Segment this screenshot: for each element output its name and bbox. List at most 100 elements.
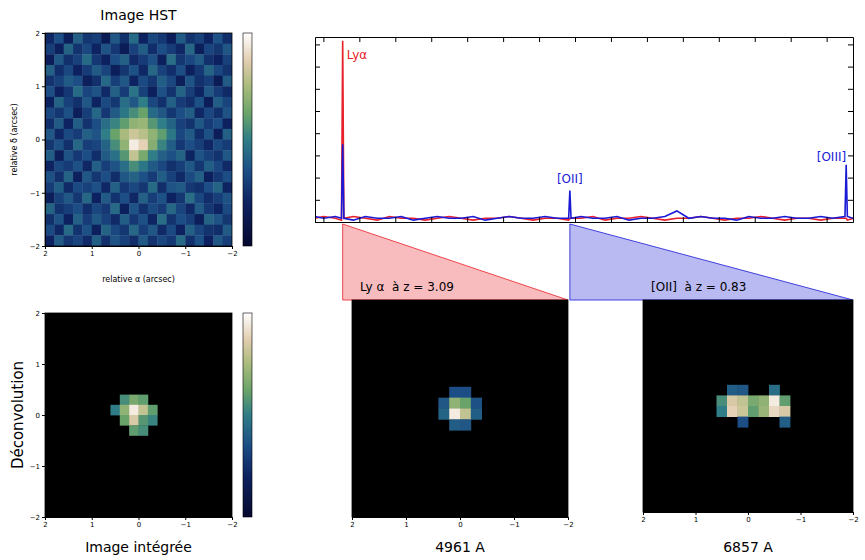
pixel <box>223 97 232 108</box>
zoom-wedge <box>343 224 568 300</box>
pixel <box>204 235 214 246</box>
y-axis-title: Déconvolution <box>9 361 27 469</box>
tick-mark <box>647 217 648 222</box>
pixel <box>73 140 83 151</box>
tick <box>755 217 756 222</box>
pixel <box>148 214 158 225</box>
pixel <box>717 395 728 406</box>
tick-label: 1 <box>90 521 94 529</box>
pixel <box>139 33 149 44</box>
tick-mark <box>323 37 324 42</box>
pixel <box>195 171 205 182</box>
pixel <box>185 203 195 214</box>
pixel <box>110 405 120 416</box>
pixel <box>185 44 195 55</box>
tick-mark <box>185 246 186 249</box>
pixel <box>120 171 130 182</box>
tick-mark <box>139 246 140 249</box>
x-axis-title: Image intégrée <box>85 539 192 555</box>
pixel <box>204 150 214 161</box>
pixel <box>148 235 158 246</box>
tick: −2 <box>848 512 858 524</box>
pixel <box>157 150 167 161</box>
tick-label: −1 <box>181 250 191 258</box>
tick <box>539 217 540 222</box>
pixel <box>157 65 167 76</box>
pixel <box>110 171 120 182</box>
pixel <box>64 171 74 182</box>
tick-mark <box>568 517 569 520</box>
pixel <box>101 129 111 140</box>
tick: −1 <box>30 189 45 197</box>
pixel <box>157 76 167 87</box>
pixel <box>110 44 120 55</box>
tick <box>683 217 684 222</box>
pixel <box>120 182 130 193</box>
tick-mark <box>719 37 720 42</box>
pixel <box>45 140 55 151</box>
pixel <box>185 33 195 44</box>
pixel <box>223 108 232 119</box>
tick <box>503 37 504 42</box>
pixel <box>195 161 205 172</box>
pixel <box>185 140 195 151</box>
pixel <box>110 161 120 172</box>
tick <box>467 37 468 42</box>
pixel <box>759 395 770 406</box>
pixel <box>176 54 186 65</box>
pixel <box>64 76 74 87</box>
pixel <box>129 225 139 236</box>
tick-label: 0 <box>746 516 750 524</box>
pixel <box>101 203 111 214</box>
pixel <box>185 86 195 97</box>
pixel <box>157 140 167 151</box>
pixel <box>101 65 111 76</box>
tick: 2 <box>43 517 47 529</box>
tick <box>848 200 853 201</box>
x-axis-title: 6857 A <box>723 539 773 555</box>
pixel <box>748 406 759 417</box>
pixel <box>92 193 102 204</box>
pixel <box>110 182 120 193</box>
pixel <box>129 182 139 193</box>
image-ground <box>352 300 568 517</box>
pixel <box>769 385 780 396</box>
tick-mark <box>92 517 93 520</box>
tick <box>315 111 320 112</box>
pixel <box>120 203 130 214</box>
tick-mark <box>848 200 853 201</box>
tick-mark <box>467 217 468 222</box>
tick-label: 1 <box>404 521 408 529</box>
tick-mark <box>42 415 45 416</box>
pixel <box>727 406 738 417</box>
pixel <box>176 65 186 76</box>
pixel <box>73 171 83 182</box>
pixel <box>73 150 83 161</box>
pixel <box>204 97 214 108</box>
pixel <box>157 33 167 44</box>
pixel <box>64 97 74 108</box>
pixel <box>195 140 205 151</box>
pixel <box>195 235 205 246</box>
pixel <box>148 171 158 182</box>
pixel <box>129 203 139 214</box>
tick-label: −2 <box>30 514 40 522</box>
tick-label: −1 <box>796 516 806 524</box>
pixel <box>101 182 111 193</box>
tick: 1 <box>36 361 45 369</box>
pixel <box>204 76 214 87</box>
pixel <box>157 193 167 204</box>
pixel <box>129 415 139 426</box>
pixel <box>195 86 205 97</box>
pixel <box>101 193 111 204</box>
pixel <box>73 235 83 246</box>
pixel <box>223 76 232 87</box>
pixel <box>54 86 64 97</box>
tick: 0 <box>746 512 750 524</box>
pixel <box>73 33 83 44</box>
pixel <box>157 97 167 108</box>
tick-mark <box>352 517 353 520</box>
panel-title: [OII] à z = 0.83 <box>651 280 746 294</box>
tick-mark <box>460 517 461 520</box>
pixel <box>167 214 177 225</box>
